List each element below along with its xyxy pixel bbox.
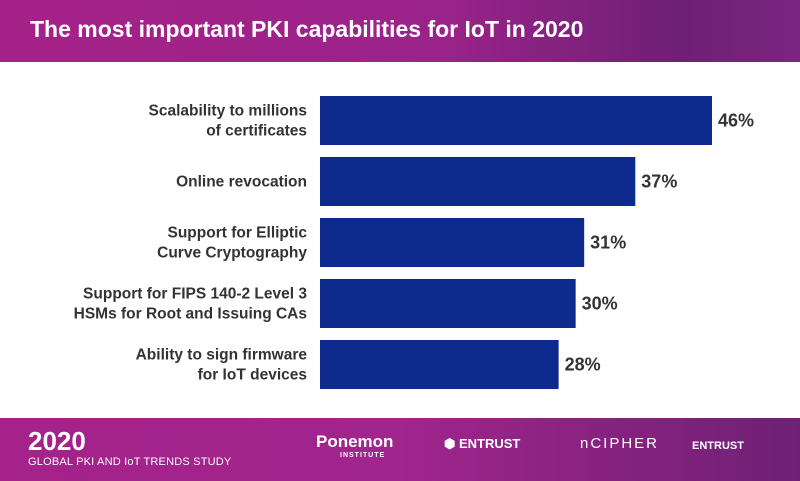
category-label: Scalability to millions (149, 103, 307, 120)
entrust-company-logo: ENTRUST (692, 440, 744, 452)
entrust-text: ENTRUST (458, 436, 521, 451)
value-label: 31% (590, 233, 626, 253)
bar-chart: 46% Scalability to millions of certificate… (74, 96, 754, 389)
value-label: 46% (718, 111, 754, 131)
header-banner: The most important PKI capabilities for … (0, 0, 800, 62)
ponemon-institute-text: INSTITUTE (340, 452, 386, 459)
bar (320, 96, 712, 145)
value-label: 28% (565, 355, 601, 375)
category-label: Curve Cryptography (157, 245, 307, 262)
value-label: 30% (582, 294, 618, 314)
entrust-hex-icon: ⬢ (444, 436, 459, 451)
bar (320, 157, 636, 206)
footer-banner: 2020 GLOBAL PKI AND IoT TRENDS STUDY Pon… (0, 418, 800, 481)
bar (320, 340, 559, 389)
bar (320, 218, 585, 267)
chart-title: The most important PKI capabilities for … (30, 16, 584, 42)
category-label: HSMs for Root and Issuing CAs (74, 306, 307, 323)
bar (320, 279, 576, 328)
category-label: Ability to sign firmware (136, 347, 308, 364)
category-label: of certificates (206, 123, 307, 140)
category-label: Support for FIPS 140-2 Level 3 (83, 286, 307, 303)
entrust-logo: ⬢ ENTRUST (444, 436, 520, 452)
category-label: for IoT devices (198, 367, 307, 384)
category-label: Online revocation (176, 174, 307, 191)
ncipher-logo: nCIPHER (580, 435, 660, 452)
value-label: 37% (641, 172, 677, 192)
ponemon-logo: Ponemon (316, 432, 394, 451)
footer-year: 2020 (28, 426, 86, 456)
footer-subtitle: GLOBAL PKI AND IoT TRENDS STUDY (28, 456, 232, 468)
category-label: Support for Elliptic (168, 225, 308, 242)
